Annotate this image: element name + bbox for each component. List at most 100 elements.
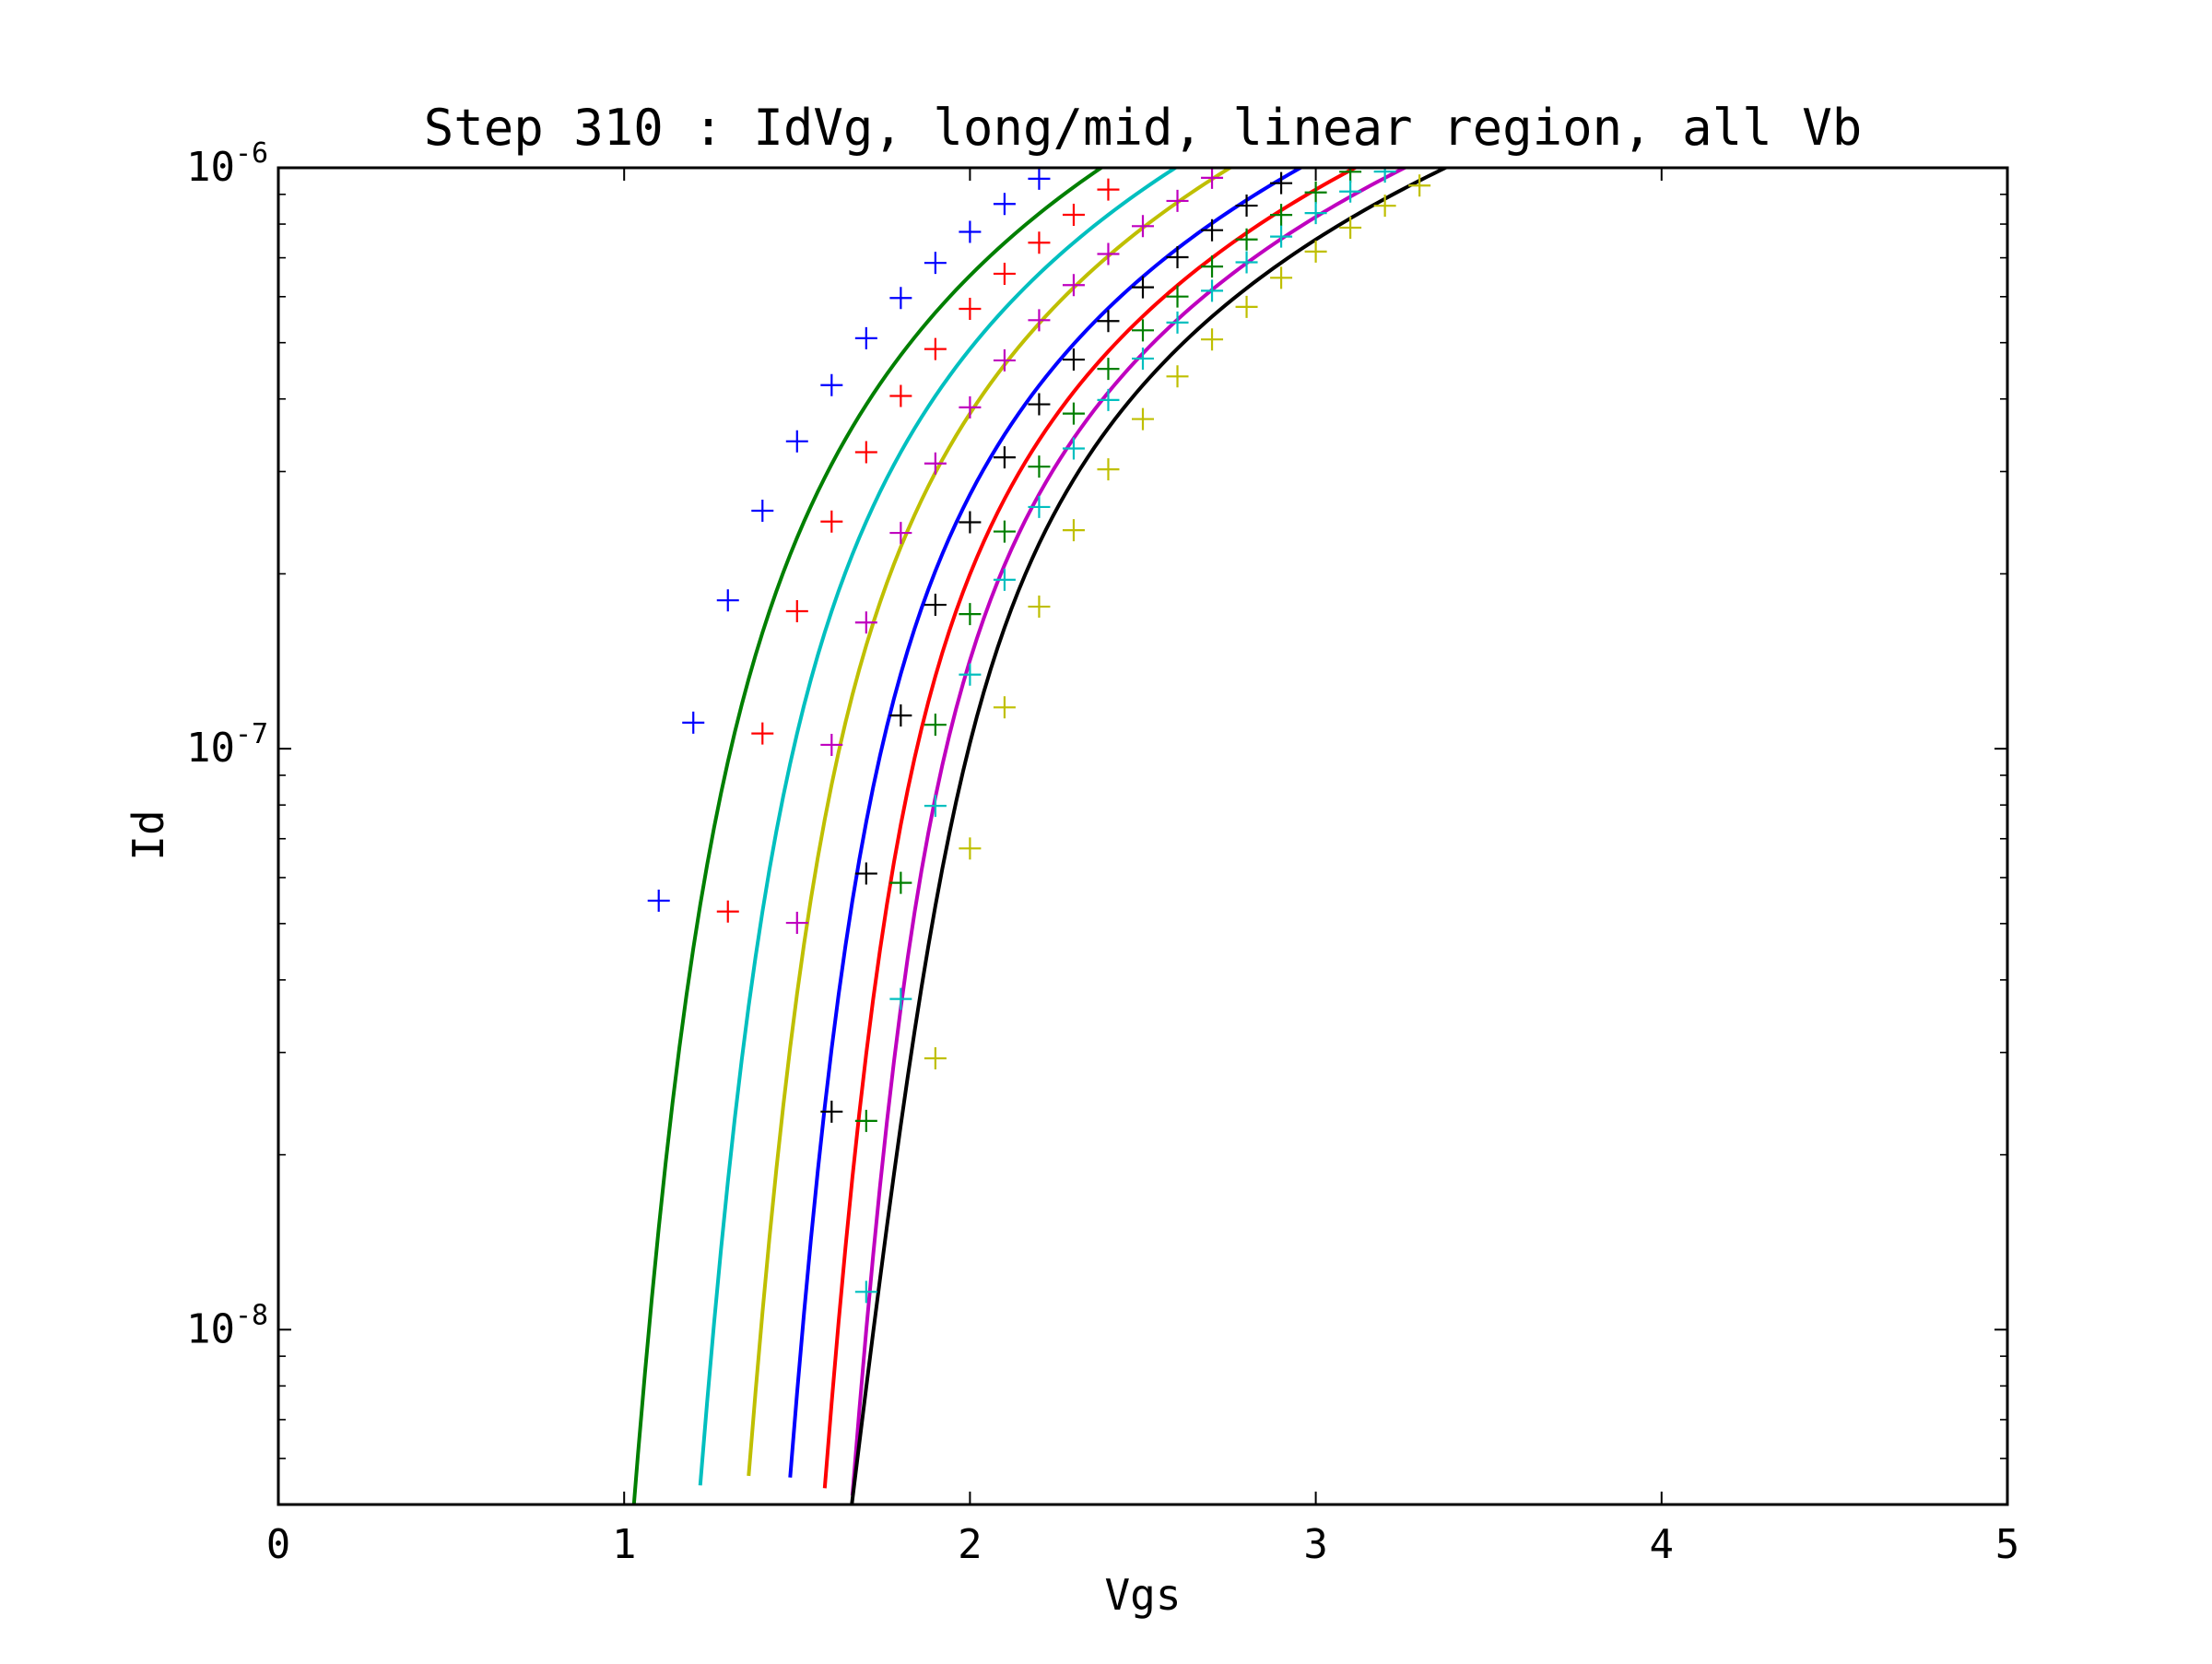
- data-point: [924, 252, 947, 275]
- data-point: [1166, 311, 1189, 334]
- data-point: [682, 711, 705, 734]
- data-point: [959, 298, 982, 321]
- data-point: [1408, 174, 1431, 197]
- data-point: [1132, 215, 1154, 238]
- data-point: [1304, 202, 1327, 225]
- y-tick-label: 10-8: [186, 1299, 268, 1352]
- data-point: [1132, 276, 1154, 299]
- data-point: [959, 220, 982, 243]
- measured-series-3: [785, 168, 1224, 935]
- data-point: [993, 446, 1016, 469]
- x-tick-label: 5: [1995, 1521, 2020, 1568]
- data-point: [1270, 266, 1293, 289]
- data-point: [924, 337, 947, 360]
- data-point: [1028, 393, 1051, 416]
- data-point: [854, 862, 877, 885]
- data-point: [1201, 168, 1224, 189]
- data-point: [889, 384, 912, 407]
- data-point: [751, 722, 774, 745]
- data-point: [1339, 168, 1362, 183]
- data-point: [1062, 402, 1085, 425]
- y-tick-label: 10-7: [186, 718, 268, 772]
- model-curve-1: [631, 168, 1105, 1505]
- data-point: [1166, 189, 1189, 212]
- data-point: [959, 663, 982, 686]
- data-point: [1270, 204, 1293, 227]
- y-axis-label: Id: [124, 809, 173, 860]
- data-point: [924, 714, 947, 737]
- data-point: [854, 1109, 877, 1132]
- data-point: [1097, 388, 1120, 411]
- data-point: [1235, 228, 1258, 251]
- data-point: [1373, 195, 1396, 218]
- data-point: [1028, 168, 1051, 190]
- data-point: [1235, 251, 1258, 274]
- data-point: [1028, 231, 1051, 254]
- model-curve-6: [850, 168, 1409, 1496]
- data-point: [1132, 347, 1154, 370]
- data-point: [854, 326, 877, 349]
- data-point: [1062, 437, 1085, 460]
- x-axis-label: Vgs: [1104, 1570, 1181, 1620]
- data-point: [1028, 495, 1051, 518]
- x-tick-label: 0: [266, 1521, 291, 1568]
- measured-series-6: [854, 168, 1396, 1304]
- data-point: [1235, 295, 1258, 318]
- data-point: [993, 193, 1016, 216]
- data-point: [1166, 246, 1189, 269]
- data-point: [1201, 255, 1224, 278]
- data-point: [1270, 171, 1293, 195]
- model-curve-5: [822, 168, 1359, 1489]
- data-point: [924, 795, 947, 818]
- data-point: [1097, 358, 1120, 381]
- data-point: [1373, 168, 1396, 183]
- data-point: [1201, 279, 1224, 302]
- data-point: [1097, 178, 1120, 201]
- data-point: [1028, 455, 1051, 478]
- data-series-group: [631, 168, 1451, 1505]
- data-point: [889, 987, 912, 1010]
- x-tick-label: 3: [1303, 1521, 1328, 1568]
- data-point: [924, 1047, 947, 1070]
- measured-series-2: [716, 178, 1120, 923]
- data-point: [959, 603, 982, 626]
- data-point: [1201, 218, 1224, 242]
- data-point: [1304, 181, 1327, 204]
- data-point: [1201, 328, 1224, 351]
- data-point: [820, 510, 843, 533]
- data-point: [889, 704, 912, 727]
- data-point: [1062, 348, 1085, 372]
- data-point: [716, 589, 739, 612]
- plot-frame: [276, 166, 2009, 1506]
- measured-series-5: [854, 168, 1362, 1132]
- data-point: [993, 696, 1016, 719]
- measured-series-4: [820, 171, 1293, 1123]
- data-point: [751, 500, 774, 523]
- data-point: [1166, 365, 1189, 388]
- x-tick-label: 1: [612, 1521, 637, 1568]
- model-curve-4: [788, 168, 1305, 1478]
- data-point: [854, 441, 877, 464]
- data-point: [889, 871, 912, 894]
- data-point: [1028, 596, 1051, 619]
- data-point: [1304, 240, 1327, 263]
- model-curve-2: [698, 168, 1180, 1486]
- model-curve-7: [850, 168, 1451, 1505]
- data-point: [889, 522, 912, 545]
- measured-series-1: [647, 168, 1051, 912]
- data-point: [993, 520, 1016, 543]
- data-point: [959, 395, 982, 419]
- data-point: [1097, 242, 1120, 266]
- data-point: [1062, 203, 1085, 226]
- data-point: [993, 568, 1016, 591]
- data-point: [716, 900, 739, 923]
- data-point: [647, 889, 670, 912]
- data-point: [1028, 309, 1051, 332]
- x-tick-label: 4: [1650, 1521, 1675, 1568]
- data-point: [924, 594, 947, 617]
- data-point: [1339, 180, 1362, 203]
- data-point: [1062, 274, 1085, 297]
- data-point: [785, 599, 808, 622]
- data-point: [959, 511, 982, 534]
